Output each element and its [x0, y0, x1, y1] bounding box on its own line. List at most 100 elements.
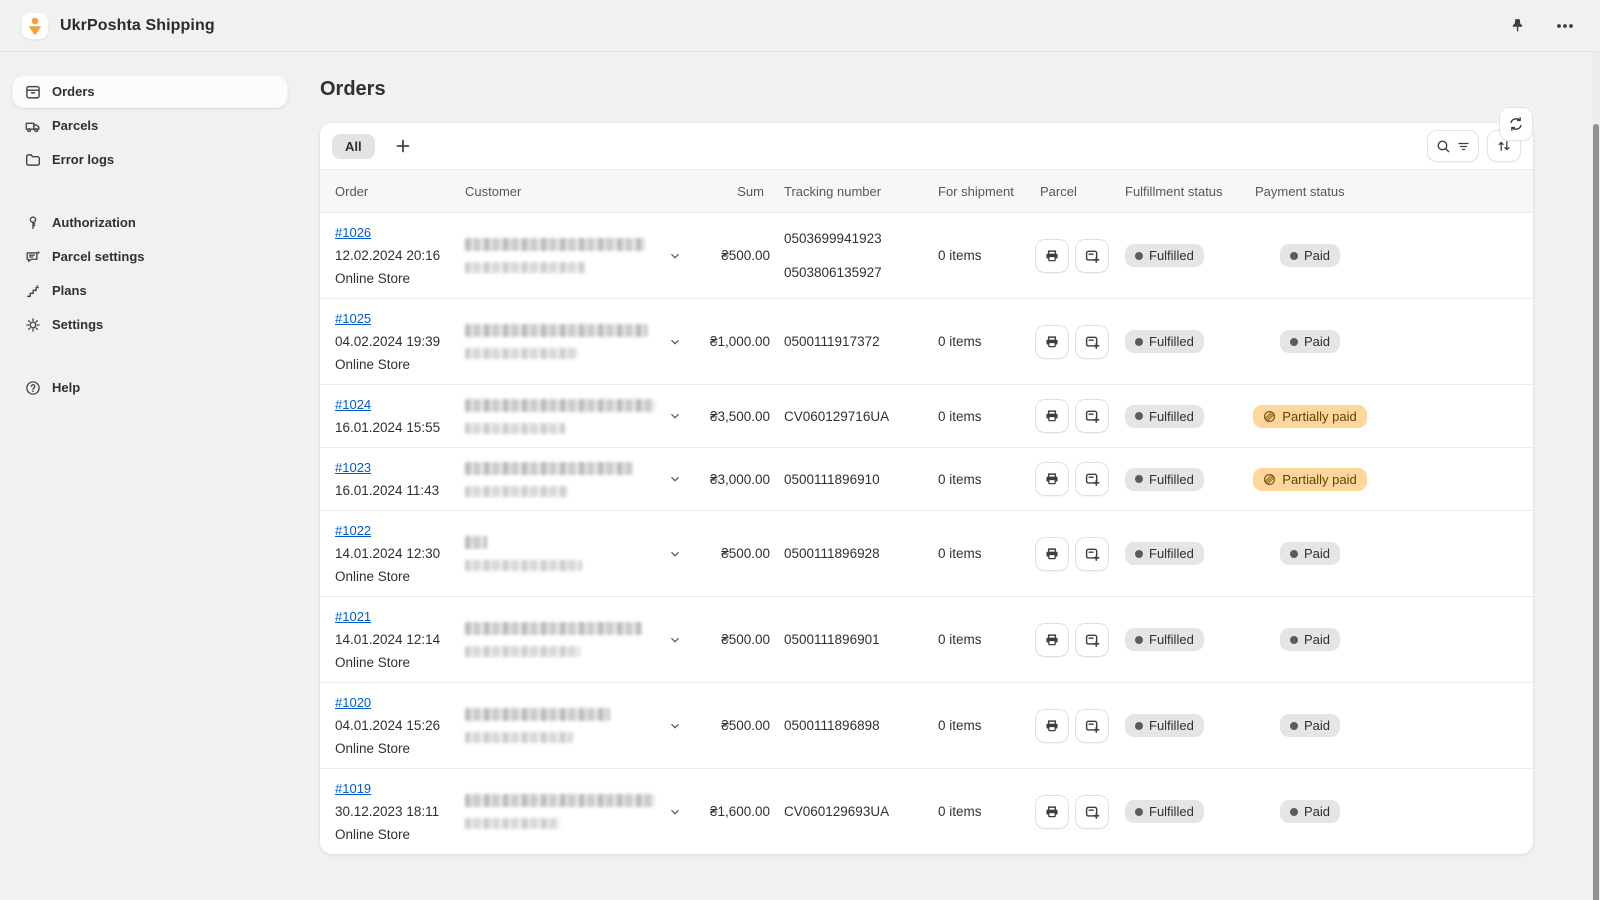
parcel-cell — [1035, 324, 1125, 359]
customer-phone-redacted — [465, 422, 565, 434]
tracking-number: 0500111896928 — [784, 546, 880, 561]
key-icon — [29, 215, 37, 229]
parcel-cell — [1035, 462, 1125, 496]
column-header-customer[interactable]: Customer — [465, 183, 522, 199]
sidebar-item-error-logs[interactable]: Error logs — [12, 143, 288, 176]
customer-cell — [465, 708, 710, 743]
print-label-button[interactable] — [1035, 462, 1069, 496]
order-date: 16.01.2024 15:55 — [335, 420, 441, 435]
gear-icon — [26, 317, 40, 332]
customer-phone-redacted — [465, 348, 578, 359]
table-header-row: Order Customer Sum Tracking number For s… — [320, 169, 1533, 213]
column-header-fulfillment-status[interactable]: Fulfillment status — [1125, 183, 1223, 199]
app-title: UkrPoshta Shipping — [60, 16, 215, 34]
sidebar-item-settings[interactable]: Settings — [12, 308, 288, 341]
order-channel: Online Store — [335, 827, 411, 842]
create-label-icon — [1085, 548, 1100, 561]
order-link[interactable]: #1026 — [335, 225, 372, 240]
tab-all[interactable]: All — [332, 133, 375, 159]
create-label-button[interactable] — [1075, 462, 1109, 496]
payment-status-badge: Paid — [1279, 628, 1341, 651]
customer-name-redacted — [465, 536, 487, 549]
sidebar-item-authorization[interactable]: Authorization — [12, 206, 288, 239]
sum-cell: ₴3,500.00 — [710, 408, 771, 424]
refresh-button[interactable] — [1499, 107, 1533, 141]
sidebar-item-parcel-settings[interactable]: Parcel settings — [12, 240, 288, 273]
create-label-button[interactable] — [1075, 324, 1109, 359]
order-channel: Online Store — [335, 357, 411, 372]
pin-icon[interactable] — [1504, 13, 1530, 39]
create-label-button[interactable] — [1075, 708, 1109, 743]
create-label-button[interactable] — [1075, 399, 1109, 433]
order-link[interactable]: #1022 — [335, 523, 372, 538]
sum-cell: ₴500.00 — [721, 718, 770, 733]
column-header-parcel[interactable]: Parcel — [1040, 183, 1077, 199]
print-label-button[interactable] — [1035, 794, 1069, 829]
create-label-button[interactable] — [1075, 536, 1109, 571]
payment-status-badge: Paid — [1279, 800, 1341, 823]
add-view-button[interactable] — [389, 132, 417, 160]
order-link[interactable]: #1025 — [335, 311, 372, 326]
sort-icon — [1498, 140, 1510, 152]
search-filter-button[interactable] — [1427, 130, 1479, 162]
create-label-button[interactable] — [1075, 238, 1109, 273]
print-label-button[interactable] — [1035, 708, 1069, 743]
sidebar-item-orders[interactable]: Orders — [12, 75, 288, 108]
payment-status-cell: Paid — [1255, 330, 1365, 353]
for-shipment-cell: 0 items — [938, 408, 982, 424]
customer-name-redacted — [465, 794, 655, 807]
sidebar-item-label: Plans — [52, 283, 87, 298]
order-cell: #1024 16.01.2024 15:55 — [320, 385, 465, 447]
order-link[interactable]: #1021 — [335, 609, 372, 624]
chevron-down-icon[interactable] — [668, 409, 682, 423]
scrollbar-track[interactable] — [1592, 52, 1600, 900]
sidebar-item-help[interactable]: Help — [12, 371, 288, 404]
tracking-cell: 0500111896910 — [770, 468, 930, 491]
column-header-for-shipment[interactable]: For shipment — [938, 183, 1014, 199]
parcel-cell — [1035, 794, 1125, 829]
scrollbar-thumb[interactable] — [1593, 124, 1599, 900]
chevron-down-icon[interactable] — [668, 633, 682, 647]
plus-icon — [396, 139, 410, 153]
order-link[interactable]: #1024 — [335, 397, 372, 412]
create-label-button[interactable] — [1075, 622, 1109, 657]
chevron-down-icon[interactable] — [668, 249, 682, 263]
order-cell: #1020 04.01.2024 15:26 Online Store — [320, 683, 465, 768]
chevron-down-icon[interactable] — [668, 547, 682, 561]
payment-status-cell: Paid — [1255, 244, 1365, 267]
chevron-down-icon[interactable] — [668, 805, 682, 819]
sidebar-item-label: Orders — [52, 84, 95, 99]
column-header-payment-status[interactable]: Payment status — [1255, 183, 1345, 199]
create-label-button[interactable] — [1075, 794, 1109, 829]
print-label-button[interactable] — [1035, 238, 1069, 273]
status-dot-icon — [1135, 549, 1143, 558]
order-link[interactable]: #1020 — [335, 695, 372, 710]
more-actions-icon[interactable] — [1552, 13, 1578, 39]
fulfillment-status-cell: Fulfilled — [1125, 467, 1255, 491]
sidebar-item-plans[interactable]: Plans — [12, 274, 288, 307]
order-link[interactable]: #1023 — [335, 460, 372, 475]
ukrposhta-pin-icon — [29, 17, 41, 35]
column-header-tracking[interactable]: Tracking number — [784, 183, 882, 199]
tracking-cell: 0500111896898 — [770, 714, 930, 737]
sidebar-item-parcels[interactable]: Parcels — [12, 109, 288, 142]
print-label-button[interactable] — [1035, 536, 1069, 571]
tracking-number: CV060129716UA — [784, 408, 890, 424]
fulfillment-status-cell: Fulfilled — [1125, 404, 1255, 428]
status-dot-icon — [1135, 337, 1143, 346]
customer-name-redacted — [465, 324, 648, 337]
column-header-order[interactable]: Order — [335, 183, 369, 199]
chevron-down-icon[interactable] — [668, 472, 682, 486]
fulfillment-status-cell: Fulfilled — [1125, 628, 1255, 651]
print-label-button[interactable] — [1035, 399, 1069, 433]
print-label-button[interactable] — [1035, 324, 1069, 359]
column-header-sum[interactable]: Sum — [737, 183, 764, 199]
tracking-cell: 0500111896928 — [770, 542, 930, 565]
for-shipment-cell: 0 items — [938, 248, 982, 263]
status-dot-icon — [1135, 721, 1143, 730]
create-label-icon — [1085, 410, 1100, 423]
chevron-down-icon[interactable] — [668, 335, 682, 349]
order-link[interactable]: #1019 — [335, 781, 372, 796]
print-label-button[interactable] — [1035, 622, 1069, 657]
chevron-down-icon[interactable] — [668, 719, 682, 733]
